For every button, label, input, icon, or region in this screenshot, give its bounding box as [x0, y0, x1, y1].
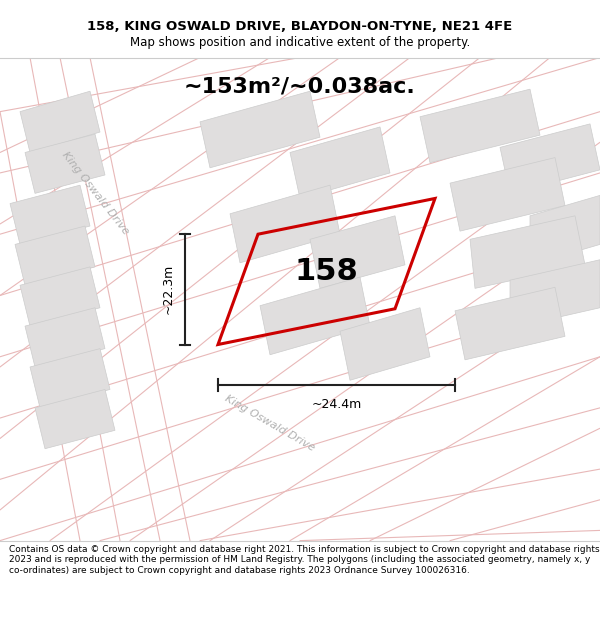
Polygon shape	[260, 277, 370, 355]
Polygon shape	[20, 267, 100, 326]
Polygon shape	[30, 349, 110, 408]
Polygon shape	[15, 226, 95, 285]
Text: ~22.3m: ~22.3m	[162, 264, 175, 314]
Polygon shape	[20, 91, 100, 152]
Text: King Oswald Drive: King Oswald Drive	[59, 150, 130, 237]
Text: ~24.4m: ~24.4m	[311, 398, 362, 411]
Text: King Oswald Drive: King Oswald Drive	[223, 393, 317, 453]
Polygon shape	[510, 260, 600, 328]
Text: ~153m²/~0.038ac.: ~153m²/~0.038ac.	[184, 76, 416, 96]
Text: 158: 158	[295, 257, 358, 286]
Polygon shape	[500, 124, 600, 193]
Text: Contains OS data © Crown copyright and database right 2021. This information is : Contains OS data © Crown copyright and d…	[9, 545, 599, 575]
Polygon shape	[10, 185, 90, 244]
Polygon shape	[35, 389, 115, 449]
Polygon shape	[530, 196, 600, 265]
Polygon shape	[25, 134, 105, 193]
Polygon shape	[310, 216, 405, 288]
Text: 158, KING OSWALD DRIVE, BLAYDON-ON-TYNE, NE21 4FE: 158, KING OSWALD DRIVE, BLAYDON-ON-TYNE,…	[88, 21, 512, 33]
Polygon shape	[340, 308, 430, 380]
Polygon shape	[450, 158, 565, 231]
Polygon shape	[470, 216, 585, 288]
Polygon shape	[25, 308, 105, 367]
Polygon shape	[290, 127, 390, 199]
Polygon shape	[455, 288, 565, 360]
Polygon shape	[200, 91, 320, 168]
Polygon shape	[420, 89, 540, 162]
Polygon shape	[230, 185, 340, 262]
Text: Map shows position and indicative extent of the property.: Map shows position and indicative extent…	[130, 36, 470, 49]
